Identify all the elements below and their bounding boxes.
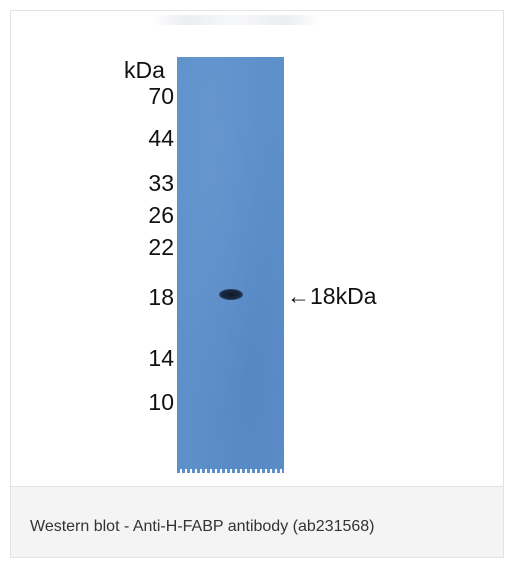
protein-band bbox=[219, 289, 243, 300]
marker-label-22: 22 bbox=[148, 234, 174, 260]
figure-caption: Western blot - Anti-H-FABP antibody (ab2… bbox=[30, 518, 375, 535]
marker-label-33: 33 bbox=[148, 170, 174, 196]
faint-header-text bbox=[151, 15, 321, 25]
caption-bar: Western blot - Anti-H-FABP antibody (ab2… bbox=[11, 487, 503, 557]
figure-card: kDa 70 44 33 26 22 18 14 10 ←18kDa Weste… bbox=[10, 10, 504, 558]
kda-unit-label: kDa bbox=[124, 57, 165, 83]
marker-label-26: 26 bbox=[148, 202, 174, 228]
marker-label-18: 18 bbox=[148, 284, 174, 310]
western-blot-image[interactable]: kDa 70 44 33 26 22 18 14 10 ←18kDa bbox=[11, 11, 503, 487]
marker-label-14: 14 bbox=[148, 345, 174, 371]
marker-label-10: 10 bbox=[148, 389, 174, 415]
band-size-annotation: ←18kDa bbox=[287, 283, 377, 309]
marker-label-70: 70 bbox=[148, 83, 174, 109]
blot-lane bbox=[177, 57, 284, 473]
marker-label-44: 44 bbox=[148, 125, 174, 151]
